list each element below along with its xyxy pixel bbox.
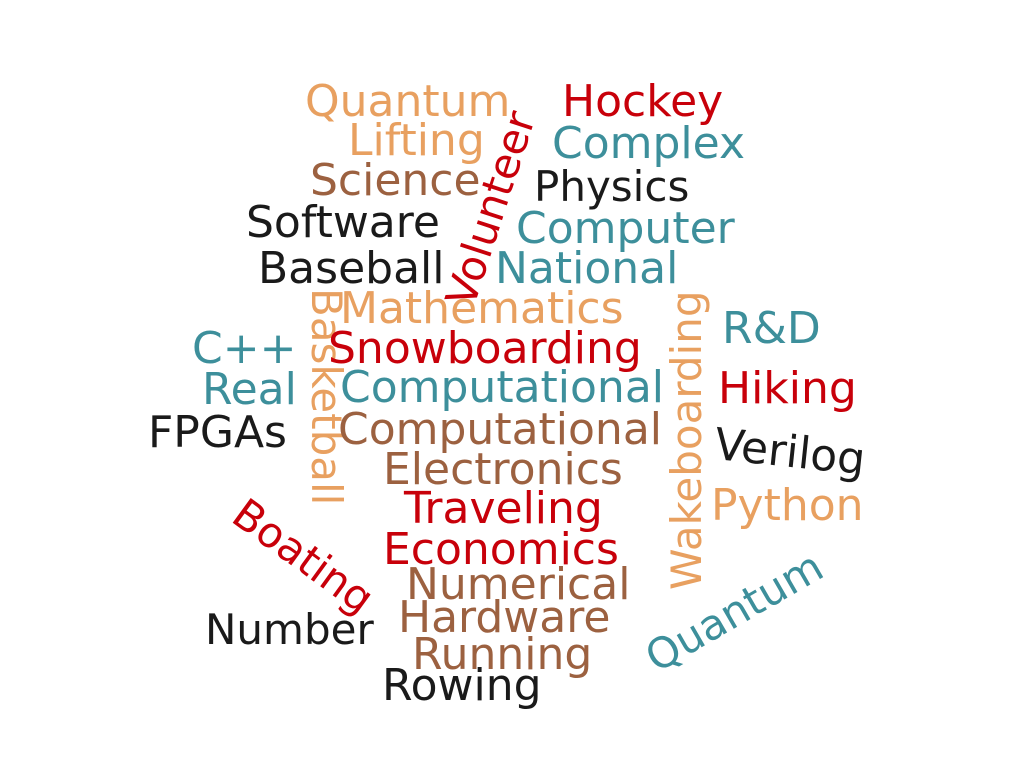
word-mathematics: Mathematics (340, 283, 624, 334)
word-c-plus-plus: C++ (192, 323, 297, 374)
word-quantum: Quantum (305, 76, 511, 127)
word-fpgas: FPGAs (148, 407, 287, 458)
word-number: Number (205, 605, 374, 654)
word-hockey: Hockey (562, 76, 724, 127)
word-physics: Physics (534, 162, 690, 211)
word-baseball: Baseball (258, 243, 445, 294)
word-verilog: Verilog (712, 419, 868, 486)
word-lifting: Lifting (348, 115, 485, 166)
word-economics: Economics (383, 524, 619, 575)
word-python: Python (711, 480, 864, 531)
word-running: Running (412, 629, 593, 680)
word-traveling: Traveling (404, 483, 603, 534)
word-computational: Computational (338, 404, 663, 455)
word-national: National (495, 243, 679, 294)
word-wakeboarding: Wakeboarding (662, 290, 711, 590)
word-r-and-d: R&D (722, 303, 821, 354)
word-hardware: Hardware (398, 592, 611, 643)
word-real: Real (202, 364, 297, 415)
word-computational: Computational (340, 362, 665, 413)
word-snowboarding: Snowboarding (328, 323, 642, 374)
word-rowing: Rowing (382, 660, 542, 711)
word-science: Science (310, 155, 481, 206)
word-electronics: Electronics (383, 444, 623, 495)
word-numerical: Numerical (406, 559, 631, 610)
word-software: Software (246, 197, 440, 248)
word-hiking: Hiking (718, 363, 857, 414)
word-boating: Boating (223, 488, 384, 624)
word-computer: Computer (516, 203, 735, 254)
word-complex: Complex (552, 118, 745, 169)
